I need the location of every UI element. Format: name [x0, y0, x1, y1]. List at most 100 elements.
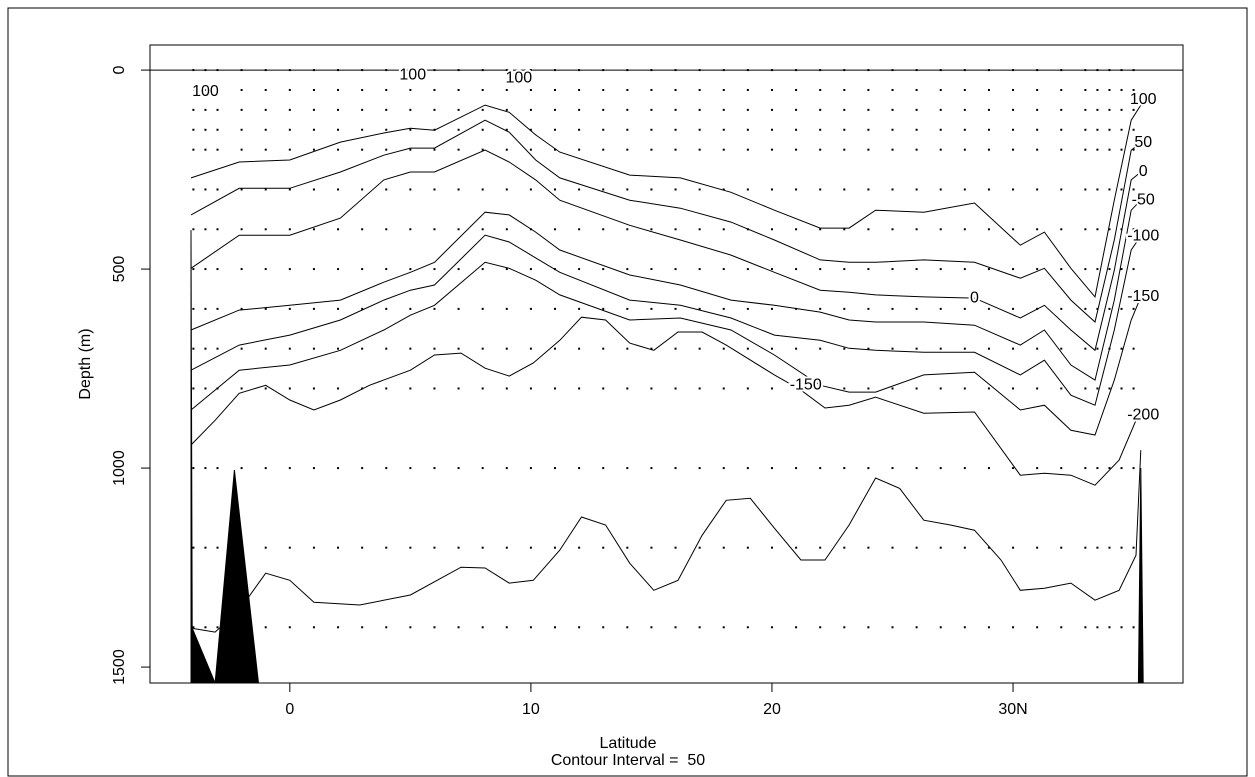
- sample-dot: [529, 268, 532, 271]
- sample-dot: [578, 307, 581, 310]
- sample-dot: [602, 128, 605, 131]
- sample-dot: [602, 347, 605, 350]
- plot-frame: [149, 44, 1184, 684]
- sample-dot: [602, 88, 605, 91]
- sample-dot: [481, 546, 484, 549]
- sample-dot: [626, 228, 629, 231]
- sample-dot: [891, 626, 894, 629]
- sample-dot: [578, 347, 581, 350]
- sample-dot: [602, 467, 605, 470]
- sample-dot: [505, 546, 508, 549]
- sample-dot: [963, 347, 966, 350]
- sample-dot: [361, 546, 364, 549]
- sample-dot: [1120, 626, 1123, 629]
- sample-dot: [843, 108, 846, 111]
- sample-dot: [674, 88, 677, 91]
- sample-dot: [554, 626, 557, 629]
- sample-dot: [204, 387, 207, 390]
- contour-line: [190, 149, 1142, 352]
- sample-dot: [674, 626, 677, 629]
- sample-dot: [554, 467, 557, 470]
- sample-dot: [674, 188, 677, 191]
- sample-dot: [1108, 626, 1111, 629]
- sample-dot: [1012, 88, 1015, 91]
- sample-dot: [361, 128, 364, 131]
- sample-dot: [1012, 387, 1015, 390]
- sample-dot: [481, 228, 484, 231]
- sample-dot: [650, 128, 653, 131]
- sample-dot: [795, 347, 798, 350]
- sample-dot: [1132, 128, 1135, 131]
- sample-dot: [1108, 546, 1111, 549]
- sample-dot: [554, 228, 557, 231]
- sample-dot: [963, 467, 966, 470]
- sample-dot: [385, 88, 388, 91]
- sample-dot: [819, 347, 822, 350]
- sample-dot: [1084, 546, 1087, 549]
- sample-dot: [819, 387, 822, 390]
- sample-dot: [843, 546, 846, 549]
- sample-dot: [1108, 88, 1111, 91]
- sample-dot: [795, 108, 798, 111]
- sample-dot: [1096, 347, 1099, 350]
- sample-dot: [819, 228, 822, 231]
- sample-dot: [554, 88, 557, 91]
- sample-dot: [746, 88, 749, 91]
- sample-dot: [361, 108, 364, 111]
- sample-dot: [361, 188, 364, 191]
- sample-dot: [891, 228, 894, 231]
- sample-dot: [288, 268, 291, 271]
- sample-dot: [963, 128, 966, 131]
- sample-dot: [192, 387, 195, 390]
- sample-dot: [819, 88, 822, 91]
- sample-dot: [1120, 467, 1123, 470]
- sample-dot: [554, 148, 557, 151]
- sample-dot: [1120, 546, 1123, 549]
- sample-dot: [602, 307, 605, 310]
- sample-dot: [987, 148, 990, 151]
- sample-dot: [433, 88, 436, 91]
- sample-dot: [1096, 268, 1099, 271]
- sample-dot: [746, 148, 749, 151]
- sample-dot: [963, 307, 966, 310]
- sample-dot: [819, 128, 822, 131]
- sample-dot: [1060, 268, 1063, 271]
- sample-dot: [867, 268, 870, 271]
- sample-dot: [1012, 108, 1015, 111]
- sample-dot: [698, 188, 701, 191]
- sample-dot: [481, 128, 484, 131]
- sample-dot: [626, 626, 629, 629]
- sample-dot: [1096, 188, 1099, 191]
- sample-dot: [240, 108, 243, 111]
- sample-dot: [843, 188, 846, 191]
- sample-dot: [963, 108, 966, 111]
- sample-dot: [192, 88, 195, 91]
- sample-dot: [312, 148, 315, 151]
- sample-dot: [505, 188, 508, 191]
- sample-dot: [1060, 148, 1063, 151]
- sample-dot: [891, 88, 894, 91]
- sample-dot: [385, 128, 388, 131]
- sample-dot: [722, 228, 725, 231]
- sample-dot: [626, 546, 629, 549]
- sample-dot: [288, 148, 291, 151]
- sample-dot: [1108, 188, 1111, 191]
- sample-dot: [1132, 108, 1135, 111]
- sample-dot: [409, 88, 412, 91]
- sample-dot: [867, 387, 870, 390]
- sample-dot: [409, 128, 412, 131]
- y-tick-label: 500: [111, 256, 128, 283]
- sample-dot: [987, 307, 990, 310]
- sample-dot: [337, 188, 340, 191]
- sample-dot: [505, 88, 508, 91]
- sample-dot: [915, 268, 918, 271]
- sample-dot: [481, 387, 484, 390]
- sample-dot: [361, 228, 364, 231]
- sample-dot: [385, 347, 388, 350]
- contour-label: 0: [970, 289, 979, 306]
- sample-dot: [867, 188, 870, 191]
- sample-dot: [1096, 626, 1099, 629]
- sample-dot: [1084, 88, 1087, 91]
- sample-dot: [1012, 347, 1015, 350]
